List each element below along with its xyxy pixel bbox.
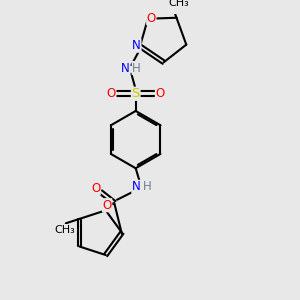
Text: N: N (132, 180, 141, 194)
Text: H: H (143, 180, 152, 194)
Text: H: H (132, 61, 141, 74)
Text: CH₃: CH₃ (168, 0, 189, 8)
Text: N: N (132, 39, 141, 52)
Text: O: O (107, 87, 116, 100)
Text: N: N (121, 61, 130, 74)
Text: O: O (155, 87, 165, 100)
Text: S: S (131, 87, 140, 100)
Text: O: O (103, 199, 112, 212)
Text: O: O (147, 12, 156, 25)
Text: O: O (91, 182, 100, 195)
Text: CH₃: CH₃ (54, 225, 75, 235)
